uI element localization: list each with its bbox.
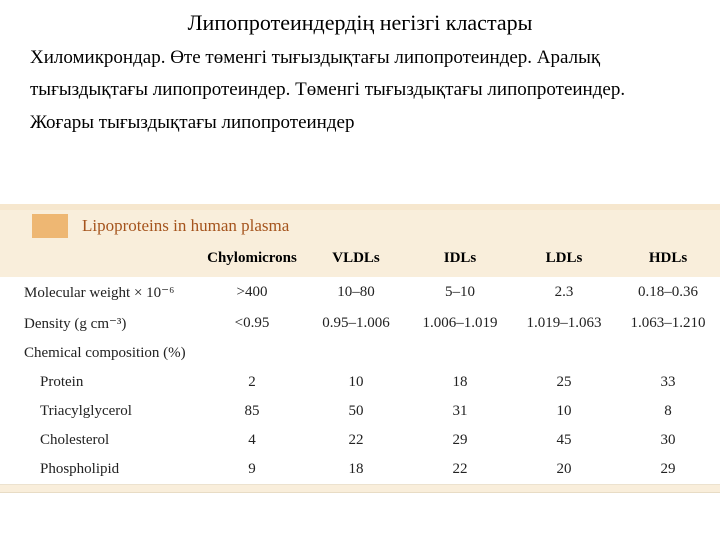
table-row: Protein210182533 [0, 368, 720, 397]
cell: 20 [512, 455, 616, 484]
caption-accent-box [32, 214, 68, 238]
cell: 22 [304, 426, 408, 455]
row-label: Molecular weight × 10⁻⁶ [0, 277, 200, 308]
cell: 10 [304, 368, 408, 397]
cell: 10 [512, 397, 616, 426]
slide: Липопротеиндердің негізгі кластары Хилом… [0, 0, 720, 540]
row-label: Protein [0, 368, 200, 397]
slide-title: Липопротеиндердің негізгі кластары [0, 0, 720, 42]
col-header: HDLs [616, 242, 720, 277]
row-label: Chemical composition (%) [0, 339, 200, 368]
table-footer-bar [0, 485, 720, 493]
cell: 9 [200, 455, 304, 484]
table-caption-row: Lipoproteins in human plasma [0, 210, 720, 242]
table-row: Triacylglycerol855031108 [0, 397, 720, 426]
table-body: Molecular weight × 10⁻⁶>40010–805–102.30… [0, 277, 720, 484]
cell: 1.006–1.019 [408, 308, 512, 339]
cell [616, 339, 720, 368]
cell: 4 [200, 426, 304, 455]
cell: 31 [408, 397, 512, 426]
cell: 8 [616, 397, 720, 426]
table-caption: Lipoproteins in human plasma [82, 216, 289, 236]
cell: 1.063–1.210 [616, 308, 720, 339]
cell: <0.95 [200, 308, 304, 339]
cell: 85 [200, 397, 304, 426]
cell: 33 [616, 368, 720, 397]
cell: 18 [304, 455, 408, 484]
cell: 25 [512, 368, 616, 397]
col-header [0, 242, 200, 277]
cell: 2.3 [512, 277, 616, 308]
row-label: Phospholipid [0, 455, 200, 484]
cell: 29 [616, 455, 720, 484]
cell: 29 [408, 426, 512, 455]
cell: 10–80 [304, 277, 408, 308]
table-header-row: Chylomicrons VLDLs IDLs LDLs HDLs [0, 242, 720, 277]
cell [200, 339, 304, 368]
table-row: Phospholipid918222029 [0, 455, 720, 484]
row-label: Triacylglycerol [0, 397, 200, 426]
row-label: Cholesterol [0, 426, 200, 455]
col-header: Chylomicrons [200, 242, 304, 277]
cell: 45 [512, 426, 616, 455]
table-row: Density (g cm⁻³)<0.950.95–1.0061.006–1.0… [0, 308, 720, 339]
cell: 0.95–1.006 [304, 308, 408, 339]
table-row: Chemical composition (%) [0, 339, 720, 368]
cell: >400 [200, 277, 304, 308]
lipoprotein-table: Lipoproteins in human plasma Chylomicron… [0, 204, 720, 493]
cell [304, 339, 408, 368]
slide-body-text: Хиломикрондар. Өте төменгі тығыздықтағы … [0, 42, 720, 139]
col-header: VLDLs [304, 242, 408, 277]
cell: 50 [304, 397, 408, 426]
cell: 0.18–0.36 [616, 277, 720, 308]
cell [408, 339, 512, 368]
col-header: IDLs [408, 242, 512, 277]
cell: 30 [616, 426, 720, 455]
cell: 1.019–1.063 [512, 308, 616, 339]
row-label: Density (g cm⁻³) [0, 308, 200, 339]
table-row: Cholesterol422294530 [0, 426, 720, 455]
table-row: Molecular weight × 10⁻⁶>40010–805–102.30… [0, 277, 720, 308]
cell: 22 [408, 455, 512, 484]
data-table: Chylomicrons VLDLs IDLs LDLs HDLs Molecu… [0, 242, 720, 484]
col-header: LDLs [512, 242, 616, 277]
cell [512, 339, 616, 368]
cell: 5–10 [408, 277, 512, 308]
cell: 2 [200, 368, 304, 397]
cell: 18 [408, 368, 512, 397]
